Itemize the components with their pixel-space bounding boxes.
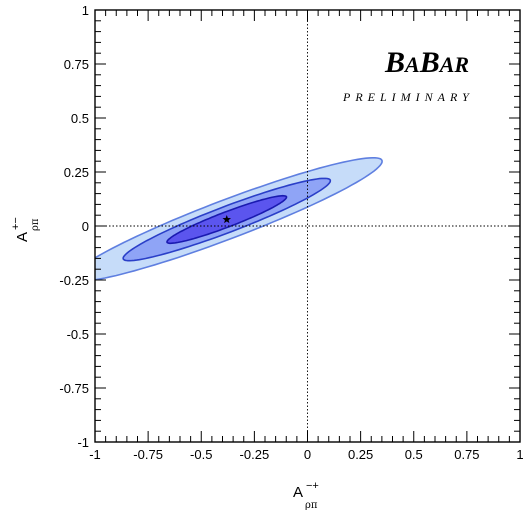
babar-logo: BABAR PRELIMINARY [342, 46, 474, 104]
reference-lines [95, 10, 520, 442]
svg-text:A: A [293, 484, 303, 501]
x-tick-label: 0 [304, 447, 311, 462]
preliminary-label: PRELIMINARY [342, 90, 474, 104]
y-tick-label: 0.75 [64, 57, 89, 72]
x-tick-label: 1 [516, 447, 523, 462]
star-marker [222, 215, 232, 224]
y-tick-label: 0.5 [71, 111, 89, 126]
svg-text:A: A [14, 232, 31, 242]
x-tick-label: 0.75 [454, 447, 479, 462]
svg-text:+−: +− [10, 217, 22, 230]
x-axis-title: A −+ ρπ [293, 480, 319, 511]
axis-ticks [94, 9, 521, 443]
svg-text:−+: −+ [306, 480, 319, 492]
central-value-marker [222, 215, 232, 224]
x-tick-label: 0.25 [348, 447, 373, 462]
x-tick-label: -1 [89, 447, 101, 462]
y-tick-label: -0.75 [59, 381, 89, 396]
y-axis-title: A +− ρπ [10, 217, 41, 242]
svg-text:BABAR: BABAR [384, 46, 469, 79]
y-tick-label: 1 [82, 3, 89, 18]
svg-text:ρπ: ρπ [30, 218, 41, 231]
y-tick-label: -0.5 [67, 327, 89, 342]
x-tick-label: -0.5 [190, 447, 212, 462]
y-tick-label: -0.25 [59, 273, 89, 288]
y-tick-label: -1 [77, 435, 89, 450]
x-tick-label: -0.75 [133, 447, 163, 462]
x-tick-label: -0.25 [240, 447, 270, 462]
svg-text:ρπ: ρπ [305, 500, 318, 511]
x-tick-label: 0.5 [405, 447, 423, 462]
tick-labels: -1 -0.75 -0.5 -0.25 0 0.25 0.5 0.75 1 -1 -0.75 -0.5… [59, 3, 523, 462]
y-tick-label: 0 [82, 219, 89, 234]
y-tick-label: 0.25 [64, 165, 89, 180]
